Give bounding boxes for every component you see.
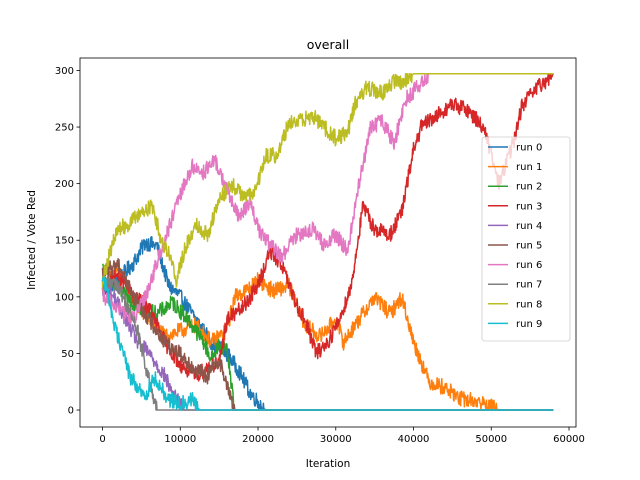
y-tick-label: 100 (55, 292, 74, 303)
legend: run 0 run 1 run 2 run 3 run 4 run 5 run 6 run 7… (481, 136, 571, 342)
legend-label: run 1 (516, 162, 542, 173)
legend-box (481, 136, 571, 342)
legend-label: run 3 (516, 201, 542, 212)
legend-label: run 8 (516, 299, 542, 310)
x-axis-label: Iteration (306, 458, 351, 470)
series-line-run-8 (101, 73, 554, 288)
x-tick-label: 50000 (475, 434, 507, 445)
series-line-run-0 (101, 236, 554, 411)
x-tick-label: 60000 (553, 434, 585, 445)
y-tick-label: 0 (68, 406, 74, 417)
legend-label: run 0 (516, 143, 542, 154)
series-line-run-2 (101, 263, 554, 411)
chart-title: overall (307, 37, 349, 52)
y-tick-label: 300 (55, 66, 74, 77)
x-tick-label: 20000 (242, 434, 274, 445)
plot-frame (79, 57, 577, 428)
legend-label: run 2 (516, 182, 542, 193)
legend-label: run 5 (516, 241, 542, 252)
series-line-run-4 (101, 279, 554, 411)
series-line-run-9 (101, 276, 554, 411)
legend-label: run 4 (516, 221, 542, 232)
x-tick-label: 0 (99, 434, 105, 445)
y-axis-label: Infected / Vote Red (26, 190, 38, 290)
y-tick-label: 250 (55, 123, 74, 134)
y-tick-label: 150 (55, 236, 74, 247)
legend-label: run 7 (516, 280, 542, 291)
series-line-run-5 (101, 257, 554, 411)
legend-label: run 6 (516, 260, 542, 271)
series-line-run-7 (101, 275, 554, 411)
x-tick-label: 10000 (164, 434, 196, 445)
x-tick-label: 30000 (320, 434, 352, 445)
series-line-run-3 (101, 73, 555, 382)
y-tick-label: 50 (61, 349, 74, 360)
x-tick-label: 40000 (398, 434, 430, 445)
legend-label: run 9 (516, 319, 542, 330)
y-tick-label: 200 (55, 179, 74, 190)
